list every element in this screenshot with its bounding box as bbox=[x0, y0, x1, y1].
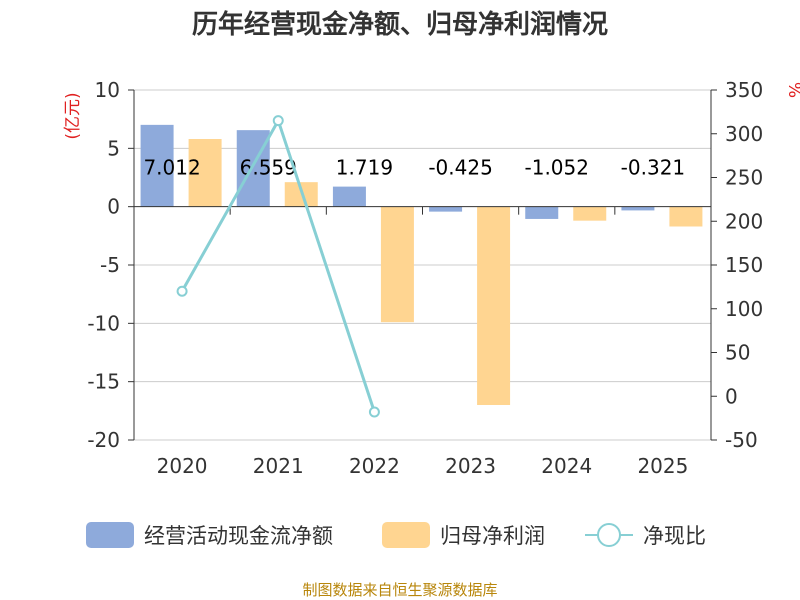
right-tick-label-7: 0 bbox=[725, 384, 738, 408]
ratio-line bbox=[176, 115, 380, 418]
legend-swatch-ratio-marker bbox=[597, 523, 621, 547]
left-axis-unit: (亿元) bbox=[63, 92, 83, 139]
bar-profit-2025 bbox=[669, 206, 703, 227]
chart-title: 历年经营现金净额、归母净利润情况 bbox=[192, 9, 608, 40]
data-label-cashflow-2024: -1.052 bbox=[525, 156, 589, 180]
bar-cashflow-2025 bbox=[621, 206, 655, 211]
left-tick-label-3: -5 bbox=[100, 253, 120, 277]
legend-item-profit[interactable]: 归母净利润 bbox=[382, 522, 545, 548]
data-source: 制图数据来自恒生聚源数据库 bbox=[302, 581, 497, 599]
left-axis-ticks: 10 5 0 -5 -10 -15 -20 bbox=[87, 78, 134, 452]
left-tick-label-4: -10 bbox=[87, 311, 120, 335]
bar-labels: 7.012 6.559 1.719 -0.425 -1.052 -0.321 bbox=[143, 156, 685, 180]
x-tick-label-2024: 2024 bbox=[541, 454, 592, 478]
data-label-cashflow-2021: 6.559 bbox=[240, 156, 297, 180]
legend-item-ratio[interactable]: 净现比 bbox=[585, 523, 706, 548]
right-tick-label-8: -50 bbox=[725, 428, 758, 452]
legend-label-ratio: 净现比 bbox=[643, 524, 706, 548]
left-tick-label-1: 5 bbox=[107, 136, 120, 160]
x-tick-label-2020: 2020 bbox=[157, 454, 208, 478]
right-axis-unit: % bbox=[784, 82, 800, 98]
legend-label-profit: 归母净利润 bbox=[440, 524, 545, 548]
right-tick-label-4: 150 bbox=[725, 253, 763, 277]
legend-swatch-profit bbox=[382, 522, 430, 548]
bar-cashflow-2022 bbox=[332, 186, 366, 207]
grid-lines bbox=[134, 89, 711, 441]
left-tick-label-6: -20 bbox=[87, 428, 120, 452]
x-tick-label-2023: 2023 bbox=[445, 454, 496, 478]
data-label-cashflow-2020: 7.012 bbox=[143, 156, 200, 180]
left-tick-label-0: 10 bbox=[95, 78, 120, 102]
data-label-cashflow-2022: 1.719 bbox=[336, 156, 393, 180]
right-tick-label-6: 50 bbox=[725, 341, 750, 365]
right-tick-label-0: 350 bbox=[725, 78, 763, 102]
ratio-point-2021 bbox=[272, 115, 284, 127]
legend-item-cashflow[interactable]: 经营活动现金流净额 bbox=[86, 522, 333, 548]
legend-swatch-cashflow bbox=[86, 522, 134, 548]
x-tick-label-2025: 2025 bbox=[637, 454, 688, 478]
legend: 经营活动现金流净额 归母净利润 净现比 bbox=[86, 522, 706, 548]
bar-cashflow-2020 bbox=[140, 124, 174, 207]
right-tick-label-1: 300 bbox=[725, 122, 763, 146]
bar-profit-2024 bbox=[573, 206, 607, 221]
right-tick-label-5: 100 bbox=[725, 297, 763, 321]
data-label-cashflow-2025: -0.321 bbox=[621, 156, 685, 180]
bar-profit-2020 bbox=[188, 139, 222, 207]
data-label-cashflow-2023: -0.425 bbox=[428, 156, 492, 180]
left-tick-label-2: 0 bbox=[107, 195, 120, 219]
x-tick-label-2022: 2022 bbox=[349, 454, 400, 478]
bar-profit-2023 bbox=[477, 206, 511, 405]
legend-label-cashflow: 经营活动现金流净额 bbox=[144, 524, 333, 548]
x-axis-ticks: 2020 2021 2022 2023 2024 2025 bbox=[157, 454, 689, 478]
bar-profit-2022 bbox=[380, 206, 414, 323]
bar-cashflow-2024 bbox=[525, 206, 559, 219]
ratio-point-2022 bbox=[368, 406, 380, 418]
right-tick-label-2: 250 bbox=[725, 166, 763, 190]
x-tick-label-2021: 2021 bbox=[253, 454, 304, 478]
right-axis-ticks: 350 300 250 200 150 100 50 0 -50 bbox=[711, 78, 763, 452]
ratio-point-2020 bbox=[176, 285, 188, 297]
right-tick-label-3: 200 bbox=[725, 209, 763, 233]
bar-cashflow-2023 bbox=[429, 206, 463, 212]
left-tick-label-5: -15 bbox=[87, 370, 120, 394]
